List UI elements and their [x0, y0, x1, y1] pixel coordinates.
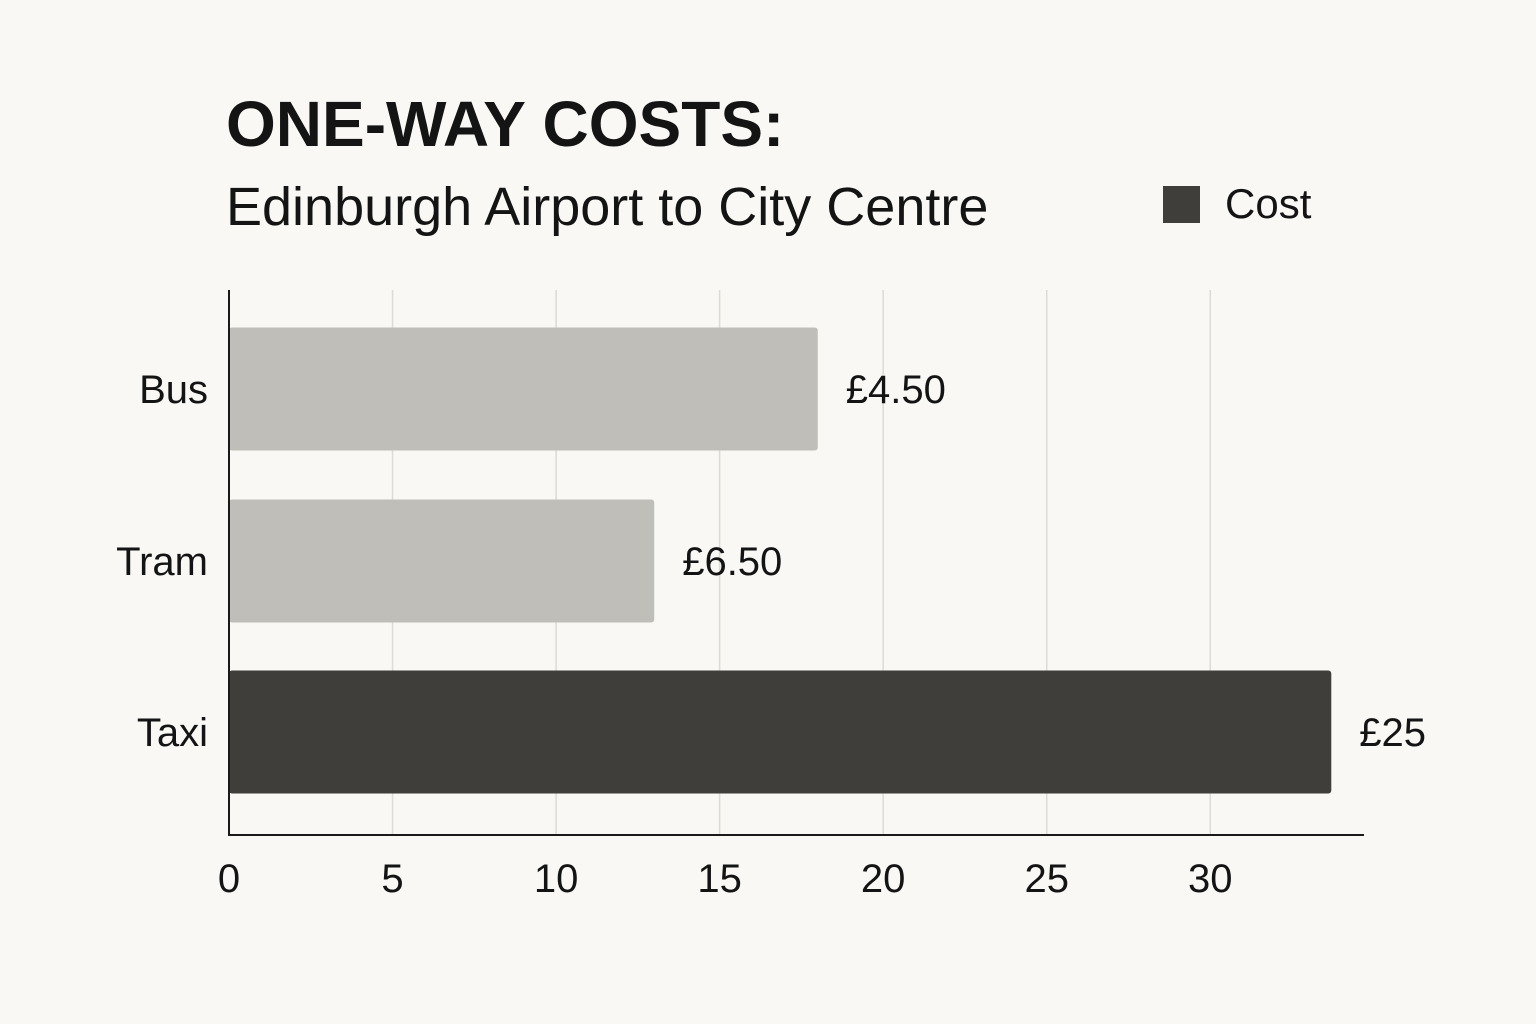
data-label-bus: £4.50 — [846, 368, 946, 412]
chart-subtitle: Edinburgh Airport to City Centre — [226, 177, 989, 237]
bar-tram — [229, 499, 655, 623]
x-tick-label-5: 5 — [381, 857, 403, 901]
legend-label: Cost — [1225, 180, 1312, 227]
category-label-bus: Bus — [139, 368, 208, 412]
x-tick-label-15: 15 — [697, 857, 742, 901]
bar-taxi — [229, 670, 1332, 794]
x-tick-label-0: 0 — [218, 857, 240, 901]
x-tick-label-10: 10 — [534, 857, 579, 901]
legend: Cost — [1163, 183, 1311, 225]
data-label-tram: £6.50 — [682, 540, 782, 584]
x-tick-label-25: 25 — [1024, 857, 1069, 901]
category-label-tram: Tram — [116, 540, 208, 584]
data-label-taxi: £25 — [1359, 711, 1426, 755]
bar-bus — [229, 327, 818, 451]
x-tick-label-30: 30 — [1188, 857, 1233, 901]
category-label-taxi: Taxi — [137, 711, 208, 755]
legend-swatch — [1163, 185, 1200, 223]
chart-title: ONE-WAY COSTS: — [226, 88, 785, 160]
x-tick-label-20: 20 — [861, 857, 906, 901]
